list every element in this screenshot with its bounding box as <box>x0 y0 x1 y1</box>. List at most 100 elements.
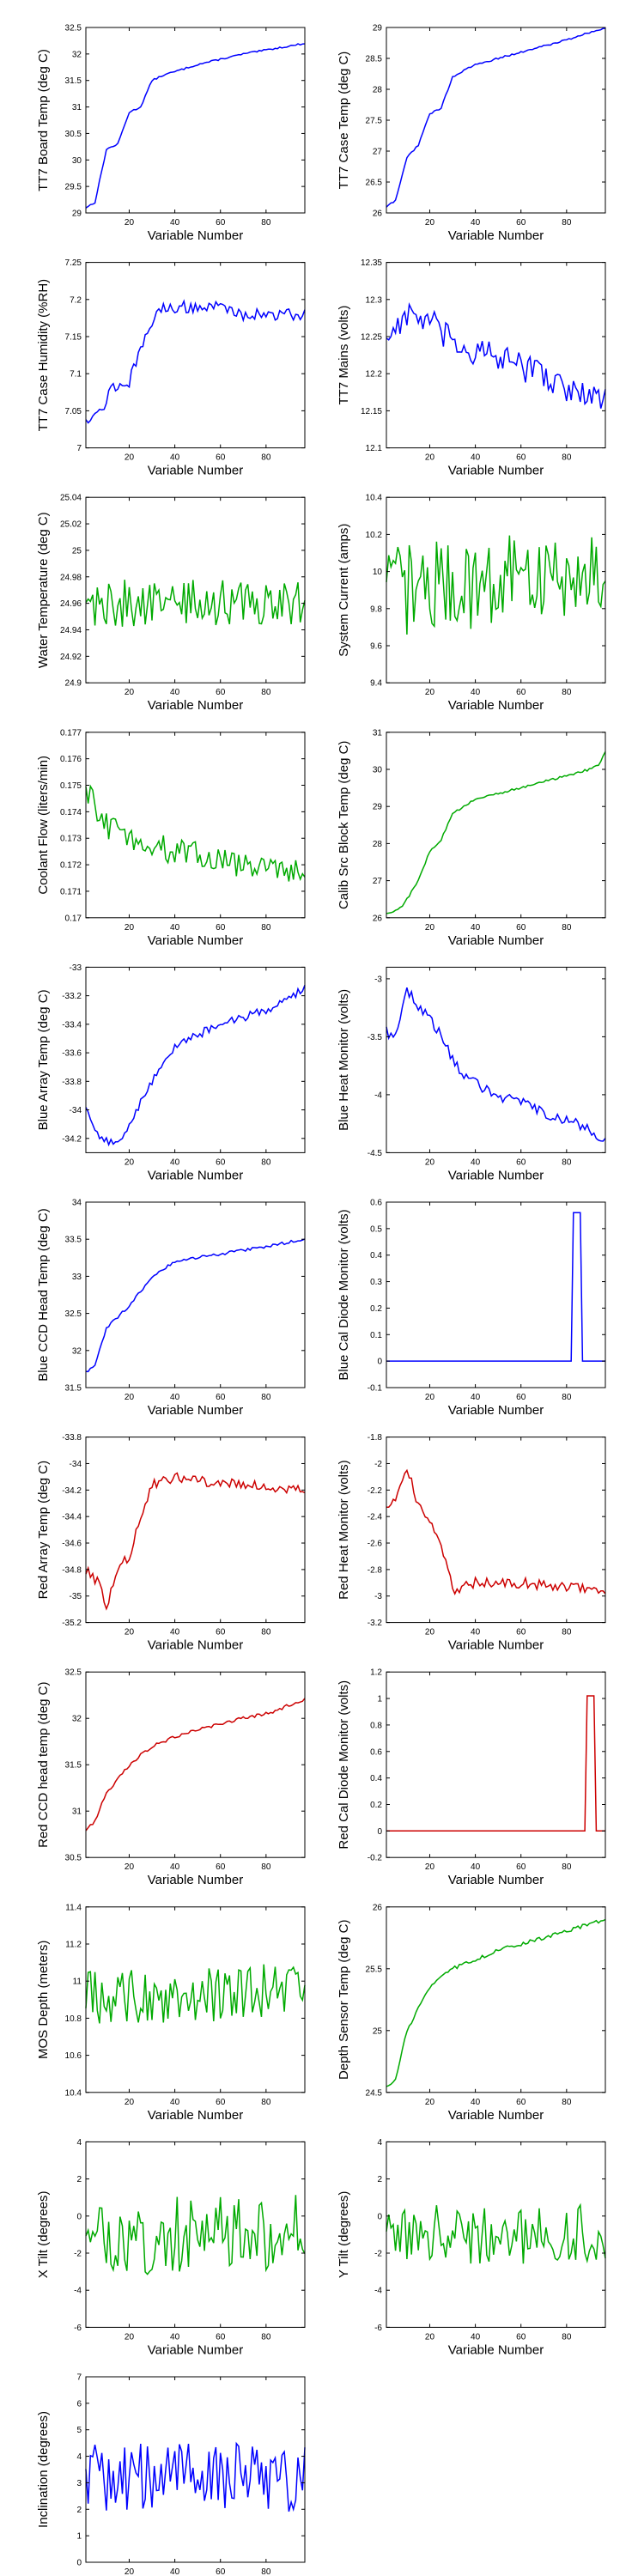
x-tick-label: 20 <box>125 923 135 933</box>
y-tick-label: 12.2 <box>366 370 383 380</box>
axes-frame <box>85 496 306 683</box>
x-tick-label: 60 <box>216 2567 226 2576</box>
y-axis-label: TT7 Case Humidity (%RH) <box>36 279 51 432</box>
x-tick-label: 40 <box>471 1628 481 1637</box>
y-tick-label: 7 <box>76 2373 82 2383</box>
y-tick-label: 31 <box>373 728 383 738</box>
y-tick-label: 10.8 <box>65 2014 82 2024</box>
y-tick-label: 32 <box>72 1715 82 1724</box>
y-tick-label: 4 <box>76 2138 82 2148</box>
y-tick-label: 2 <box>76 2175 82 2184</box>
axes-frame <box>85 1906 306 2093</box>
series-line-y-tilt <box>386 2202 606 2264</box>
y-tick-label: -2 <box>374 1460 382 1469</box>
y-tick-label: -4 <box>74 2287 82 2296</box>
y-tick-label: 0.176 <box>60 755 82 764</box>
x-tick-label: 60 <box>216 1862 226 1872</box>
y-tick-label: 26 <box>373 914 383 923</box>
x-tick-label: 20 <box>425 1862 435 1872</box>
x-tick-label: 80 <box>562 2332 572 2342</box>
axes-frame <box>386 27 606 214</box>
x-tick-label: 60 <box>516 2332 526 2342</box>
chart-mos-depth: 10.4 10.6 10.8 11 11.2 11.4 20 40 60 80 Variable N… <box>36 1903 306 2123</box>
axes-frame <box>85 27 306 214</box>
y-tick-label: 24.96 <box>60 599 82 609</box>
y-tick-label: 0.171 <box>60 887 82 896</box>
y-tick-label: 10 <box>373 568 383 577</box>
chart-calib-src-block-temp: 26 27 28 29 30 31 20 40 60 80 Variable Number Calib… <box>337 728 606 948</box>
axes-frame <box>386 2141 606 2328</box>
x-tick-label: 80 <box>562 2098 572 2107</box>
y-tick-label: 30.5 <box>65 1854 82 1863</box>
y-axis-label: Red Heat Monitor (volts) <box>337 1460 351 1600</box>
x-axis-label: Variable Number <box>448 698 544 713</box>
y-axis-label: System Current (amps) <box>337 524 351 657</box>
x-tick-label: 80 <box>261 688 271 697</box>
y-tick-label: 34 <box>72 1199 82 1208</box>
y-tick-label: 24.98 <box>60 573 82 582</box>
x-tick-label: 20 <box>125 1862 135 1872</box>
y-tick-label: 0 <box>377 1827 382 1837</box>
y-tick-label: 28 <box>373 86 383 95</box>
x-tick-label: 80 <box>562 688 572 697</box>
x-tick-label: 80 <box>261 453 271 463</box>
x-axis-label: Variable Number <box>148 464 243 478</box>
y-tick-label: -1.8 <box>368 1433 383 1443</box>
x-tick-label: 80 <box>261 2332 271 2342</box>
y-tick-label: -2.4 <box>368 1513 383 1522</box>
y-tick-label: 24.92 <box>60 653 82 662</box>
x-tick-label: 60 <box>216 1157 226 1167</box>
y-axis-label: Blue CCD Head Temp (deg C) <box>36 1208 51 1381</box>
y-tick-label: 30 <box>373 766 383 775</box>
x-tick-label: 60 <box>216 2098 226 2107</box>
y-tick-label: 11 <box>73 1978 82 1987</box>
y-tick-label: 0.2 <box>370 1801 382 1810</box>
y-axis-label: TT7 Mains (volts) <box>337 306 351 405</box>
y-tick-label: 0 <box>377 2212 382 2221</box>
y-tick-label: 12.35 <box>361 258 382 268</box>
chart-system-current: 9.4 9.6 9.8 10 10.2 10.4 20 40 60 80 Variable Numb… <box>337 494 606 713</box>
y-axis-label: Depth Sensor Temp (deg C) <box>337 1920 351 2080</box>
x-axis-label: Variable Number <box>448 2108 544 2123</box>
chart-depth-sensor-temp: 24.5 25 25.5 26 20 40 60 80 Variable Number Depth… <box>337 1903 606 2123</box>
x-tick-label: 20 <box>125 218 135 228</box>
x-tick-label: 80 <box>261 1393 271 1402</box>
x-tick-label: 20 <box>125 2567 135 2576</box>
x-axis-label: Variable Number <box>148 933 243 948</box>
y-tick-label: 12.3 <box>366 295 383 305</box>
y-tick-label: 0 <box>377 1358 382 1367</box>
y-tick-label: -34.4 <box>62 1513 82 1522</box>
series-line-blue-heat-monitor <box>386 987 606 1142</box>
y-tick-label: 7.1 <box>70 370 82 380</box>
x-tick-label: 40 <box>170 2098 180 2107</box>
x-tick-label: 20 <box>425 1393 435 1402</box>
series-line-red-cal-diode-monitor <box>386 1695 605 1832</box>
y-tick-label: -33.6 <box>62 1049 82 1059</box>
x-tick-label: 40 <box>471 923 481 933</box>
x-tick-label: 80 <box>562 923 572 933</box>
y-axis-label: TT7 Board Temp (deg C) <box>36 49 51 191</box>
axes-frame <box>386 966 606 1153</box>
series-line-tt7-case-humidity <box>85 299 306 424</box>
y-tick-label: -4.5 <box>368 1149 383 1158</box>
chart-inclination: 0123456720406080Variable NumberInclinati… <box>36 2373 306 2576</box>
axes-frame <box>386 1671 606 1858</box>
y-tick-label: 25.02 <box>60 520 82 530</box>
y-axis-label: Red Cal Diode Monitor (volts) <box>337 1680 351 1850</box>
x-tick-label: 40 <box>170 1393 180 1402</box>
series-line-red-array-temp <box>85 1472 306 1611</box>
y-tick-label: -33.8 <box>62 1433 82 1443</box>
x-axis-label: Variable Number <box>448 1403 544 1418</box>
y-tick-label: 24.9 <box>65 679 82 689</box>
x-tick-label: 60 <box>216 218 226 228</box>
axes-frame <box>85 1437 306 1624</box>
y-tick-label: -4 <box>374 1091 382 1100</box>
y-tick-label: 9.8 <box>370 605 382 614</box>
y-tick-label: 27.5 <box>366 117 383 126</box>
y-axis-label: Inclination (degrees) <box>36 2411 51 2528</box>
x-tick-label: 40 <box>471 2332 481 2342</box>
chart-tt7-board-temp: 29 29.5 30 30.5 31 31.5 32 32.5 20 40 60 80 Variable… <box>36 24 306 243</box>
x-tick-label: 80 <box>261 2098 271 2107</box>
y-tick-label: 4 <box>377 2138 382 2148</box>
chart-red-ccd-head-temp: 30.5 31 31.5 32 32.5 20 40 60 80 Variable Number R… <box>36 1668 306 1887</box>
